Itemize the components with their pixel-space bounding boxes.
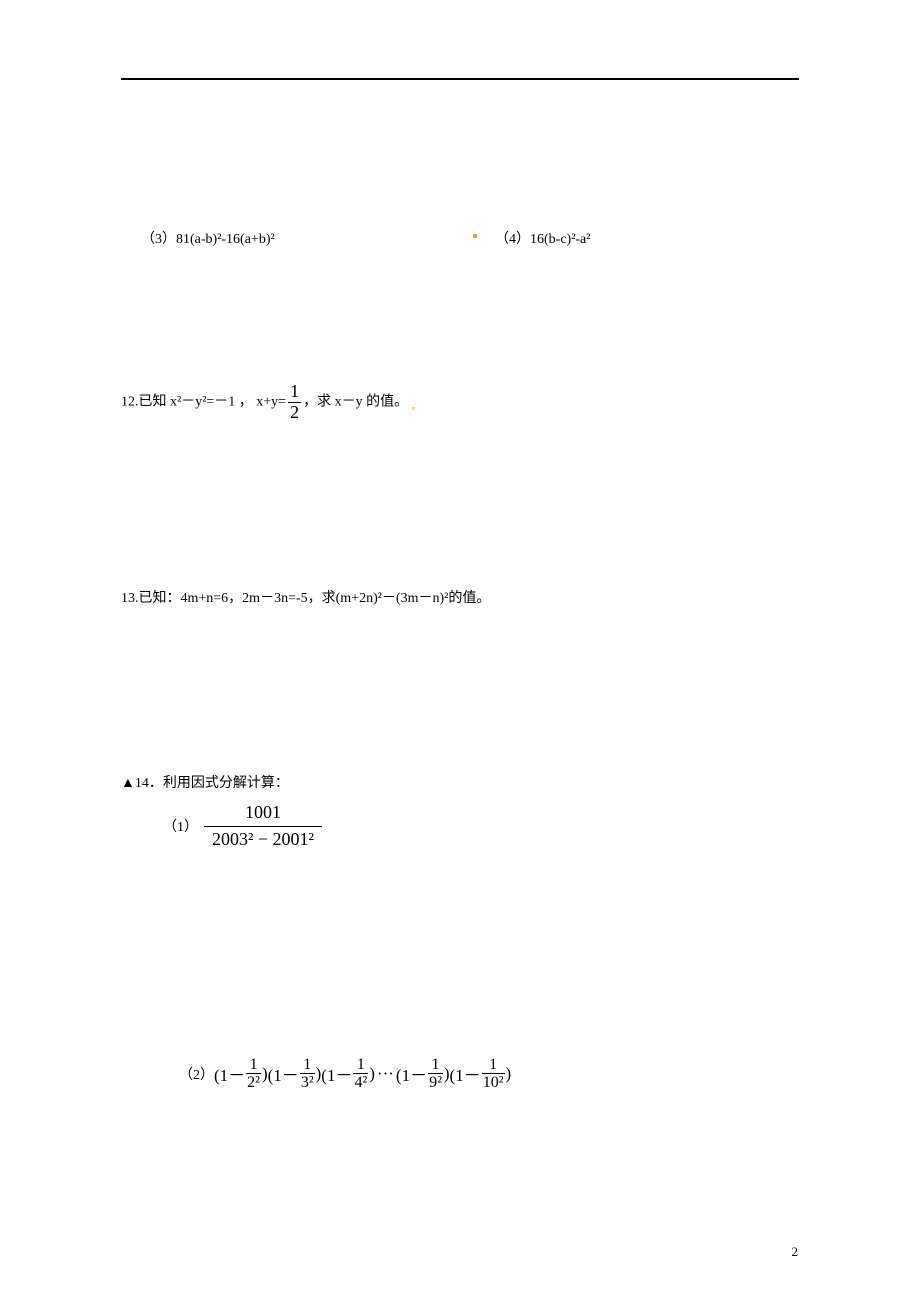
q14-sub2-label: （2） (179, 1064, 214, 1084)
question-14-sub2: （2） (1－ 12² ) (1－ 13² ) (1－ 14² ) ··· (1… (179, 1056, 857, 1092)
q14-t5-frac: 19² (428, 1056, 443, 1092)
question-4: （4）16(b-c)²-a² (495, 228, 590, 248)
q14-t5-num: 1 (428, 1056, 443, 1074)
page-number: 2 (792, 1244, 799, 1260)
q14-t3-num: 1 (353, 1056, 368, 1074)
q12-mark-icon: 。 (412, 401, 422, 412)
q14-term-6: (1－ 110² ) (450, 1056, 512, 1092)
q14-t2-num: 1 (300, 1056, 315, 1074)
q12-frac-den: 2 (288, 402, 301, 423)
question-3: （3）81(a-b)²-16(a+b)² (141, 228, 275, 248)
q14-t3-den: 4² (353, 1073, 368, 1092)
q12-fraction: 12 (288, 382, 301, 423)
q14-sub1-fraction: 1001 2003² − 2001² (204, 802, 322, 850)
question-13: 13.已知：4m+n=6，2m－3n=-5，求(m+2n)²－(3m－n)²的值… (121, 587, 799, 607)
marker-dot-icon (473, 234, 477, 238)
q14-t1-num: 1 (246, 1056, 261, 1074)
q14-t6-post: ) (506, 1064, 512, 1084)
question-12: 12.已知 x²－y²=－1 ， x+y=12，求 x－y 的值。 。 (121, 382, 799, 427)
question-3-4-row: （3）81(a-b)²-16(a+b)² （4）16(b-c)²-a² (121, 228, 799, 252)
q14-sub1-num: 1001 (204, 802, 322, 826)
q14-t6-frac: 110² (482, 1056, 505, 1092)
page-content: （3）81(a-b)²-16(a+b)² （4）16(b-c)²-a² 12.已… (121, 100, 799, 1092)
q14-term-1: (1－ 12² ) (214, 1056, 268, 1092)
q14-sub1-label: （1） (163, 816, 198, 836)
q14-t2-den: 3² (300, 1073, 315, 1092)
q14-t5-den: 9² (428, 1073, 443, 1092)
q14-t1-den: 2² (246, 1073, 261, 1092)
q12-prefix: 12.已知 x²－y²=－1 ， x+y= (121, 395, 286, 410)
q14-t2-pre: (1－ (268, 1061, 299, 1086)
q14-sub1-den: 2003² − 2001² (204, 826, 322, 851)
q14-term-5: (1－ 19² ) (396, 1056, 450, 1092)
question-14-sub1: （1） 1001 2003² − 2001² (163, 802, 841, 850)
q14-t6-den: 10² (482, 1073, 505, 1092)
q12-suffix: ，求 x－y 的值。 (303, 395, 408, 410)
question-14-title: ▲14．利用因式分解计算： (121, 772, 799, 792)
q14-t2-frac: 13² (300, 1056, 315, 1092)
q14-t6-num: 1 (482, 1056, 505, 1074)
q14-t3-post: ) (369, 1064, 375, 1084)
q12-frac-num: 1 (288, 382, 301, 402)
q14-t5-pre: (1－ (396, 1061, 427, 1086)
q14-t1-frac: 12² (246, 1056, 261, 1092)
q14-t3-frac: 14² (353, 1056, 368, 1092)
q14-t3-pre: (1－ (321, 1061, 352, 1086)
header-rule (121, 78, 799, 80)
q14-term-2: (1－ 13² ) (268, 1056, 322, 1092)
q14-ellipsis: ··· (377, 1064, 394, 1084)
q14-term-3: (1－ 14² ) (321, 1056, 375, 1092)
q14-t1-pre: (1－ (214, 1061, 245, 1086)
q14-t6-pre: (1－ (450, 1061, 481, 1086)
